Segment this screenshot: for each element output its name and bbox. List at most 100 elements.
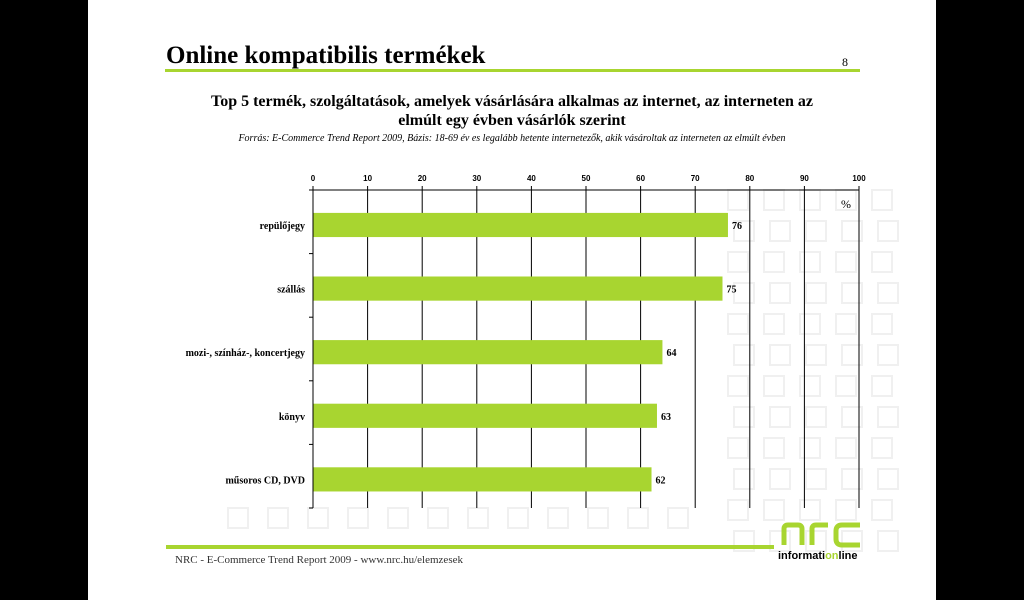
slide-title: Online kompatibilis termékek	[166, 42, 486, 69]
watermark-square	[667, 507, 689, 529]
nrc-logo	[781, 522, 860, 548]
title-underline	[165, 69, 860, 72]
watermark-square	[841, 468, 863, 490]
data-label: 62	[656, 475, 666, 486]
x-tick-label: 90	[800, 174, 809, 183]
watermark-square	[835, 251, 857, 273]
bar	[313, 212, 728, 238]
slide: Online kompatibilis termékek 8 Top 5 ter…	[88, 0, 936, 600]
watermark-square	[727, 375, 749, 397]
watermark-square	[733, 220, 755, 242]
watermark-square	[763, 251, 785, 273]
watermark-square	[835, 313, 857, 335]
watermark-square	[805, 530, 827, 552]
watermark-square	[835, 437, 857, 459]
watermark-square	[871, 189, 893, 211]
watermark-square	[769, 530, 791, 552]
watermark-square	[307, 507, 329, 529]
watermark-square	[871, 313, 893, 335]
watermark-square	[805, 220, 827, 242]
watermark-square	[227, 507, 249, 529]
watermark-square	[841, 406, 863, 428]
category-label: műsoros CD, DVD	[225, 475, 305, 486]
unit-label: %	[841, 197, 851, 211]
watermark-square	[507, 507, 529, 529]
watermark-square	[877, 220, 899, 242]
x-tick-label: 100	[852, 174, 866, 183]
bar	[313, 467, 652, 492]
watermark-pattern	[227, 189, 899, 552]
watermark-square	[547, 507, 569, 529]
watermark-square	[733, 406, 755, 428]
watermark-square	[769, 468, 791, 490]
page-number: 8	[842, 55, 848, 69]
data-label: 64	[666, 348, 676, 359]
x-tick-label: 40	[527, 174, 536, 183]
watermark-square	[347, 507, 369, 529]
watermark-square	[871, 499, 893, 521]
bar	[313, 276, 723, 301]
watermark-square	[805, 406, 827, 428]
watermark-square	[799, 499, 821, 521]
watermark-square	[799, 313, 821, 335]
watermark-square	[841, 530, 863, 552]
watermark-square	[763, 437, 785, 459]
x-tick-label: 30	[472, 174, 481, 183]
watermark-square	[871, 251, 893, 273]
category-label: szállás	[277, 285, 305, 296]
x-tick-label: 50	[582, 174, 591, 183]
x-tick-label: 0	[311, 174, 316, 183]
watermark-square	[841, 282, 863, 304]
watermark-square	[733, 344, 755, 366]
category-label: repülőjegy	[260, 221, 305, 232]
watermark-square	[799, 437, 821, 459]
watermark-square	[877, 282, 899, 304]
watermark-square	[763, 375, 785, 397]
watermark-square	[841, 344, 863, 366]
x-tick-label: 80	[745, 174, 754, 183]
watermark-square	[769, 282, 791, 304]
watermark-square	[627, 507, 649, 529]
watermark-square	[763, 313, 785, 335]
bar	[313, 340, 663, 365]
logo-tagline-highlight: on	[825, 550, 839, 562]
watermark-square	[871, 437, 893, 459]
bar	[313, 403, 657, 428]
watermark-square	[733, 530, 755, 552]
logo-tagline: informationline	[778, 550, 857, 562]
x-tick-label: 60	[636, 174, 645, 183]
watermark-square	[835, 499, 857, 521]
watermark-square	[727, 313, 749, 335]
watermark-square	[733, 468, 755, 490]
watermark-square	[805, 468, 827, 490]
watermark-square	[799, 251, 821, 273]
chart-subtitle: Top 5 termék, szolgáltatások, amelyek vá…	[211, 93, 813, 129]
data-label: 76	[732, 221, 742, 232]
footer-line	[166, 545, 774, 549]
bar-chart: 0 10 20 30 40 50 60 70 80 90 100% 76 repülőjegy 75 szá…	[186, 174, 866, 509]
watermark-square	[769, 406, 791, 428]
watermark-square	[877, 406, 899, 428]
watermark-square	[763, 499, 785, 521]
x-tick-label: 70	[691, 174, 700, 183]
watermark-square	[267, 507, 289, 529]
data-label: 75	[727, 285, 737, 296]
watermark-square	[587, 507, 609, 529]
category-label: mozi-, színház-, koncertjegy	[186, 348, 305, 359]
watermark-square	[727, 251, 749, 273]
logo-tagline-prefix: informati	[778, 550, 826, 562]
logo-tagline-suffix: line	[838, 550, 858, 562]
watermark-square	[427, 507, 449, 529]
watermark-square	[733, 282, 755, 304]
chart-source: Forrás: E-Commerce Trend Report 2009, Bá…	[238, 133, 786, 144]
watermark-square	[805, 344, 827, 366]
watermark-square	[877, 344, 899, 366]
watermark-square	[877, 530, 899, 552]
watermark-square	[387, 507, 409, 529]
watermark-square	[727, 437, 749, 459]
watermark-square	[769, 344, 791, 366]
watermark-square	[835, 375, 857, 397]
watermark-square	[877, 468, 899, 490]
x-tick-label: 20	[418, 174, 427, 183]
category-label: könyv	[279, 412, 305, 423]
